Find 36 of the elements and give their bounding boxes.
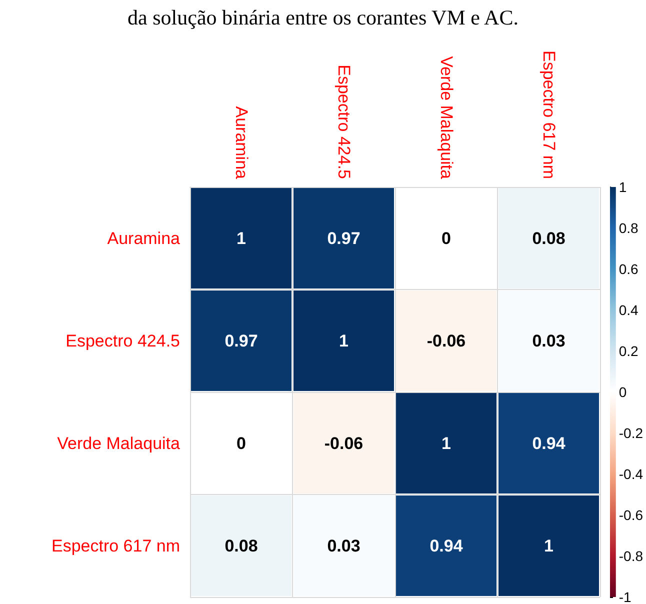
color-bar-label: 0.8 [618,220,639,236]
color-bar-label: 0.6 [618,261,639,277]
x-tick-label: Auramina [232,106,251,180]
data-label: -0.06 [426,331,466,350]
data-label: 0.94 [532,434,566,453]
data-label: -0.06 [324,434,364,453]
chart-title: da solução binária entre os corantes VM e AC. [128,6,518,30]
data-label: 0.08 [224,536,258,556]
data-label: 1 [339,331,348,350]
color-bar-label: 0.4 [618,302,639,318]
data-label: 0.94 [430,536,464,556]
data-label: 0.08 [532,228,566,248]
data-label: 0.97 [224,331,258,350]
color-bar-label: 0.2 [618,343,639,359]
x-tick-label: Verde Malaquita [436,56,456,180]
color-bar-label: -1 [618,589,632,604]
data-label: 0.03 [327,536,360,556]
data-label: 1 [544,536,554,556]
color-bar-label: -0.8 [618,548,644,564]
color-bar-label: -0.2 [618,425,644,441]
color-bar-label: -0.6 [618,507,644,523]
data-label: 0.97 [327,228,360,248]
data-label: 1 [236,228,246,248]
color-bar-label: -0.4 [618,466,644,482]
color-bar-label: 0 [618,384,627,400]
color-bar-label: 1 [618,179,627,195]
y-tick-label: Espectro 617 nm [51,536,180,556]
data-label: 0.03 [532,331,566,350]
data-label: 0 [236,434,246,453]
y-tick-label: Verde Malaquita [57,434,181,453]
data-label: 0 [442,228,451,248]
y-tick-label: Auramina [107,228,181,248]
x-tick-label: Espectro 617 nm [539,50,558,179]
data-label: 1 [442,434,451,453]
y-tick-label: Espectro 424.5 [66,331,180,350]
x-tick-label: Espectro 424.5 [334,64,354,179]
